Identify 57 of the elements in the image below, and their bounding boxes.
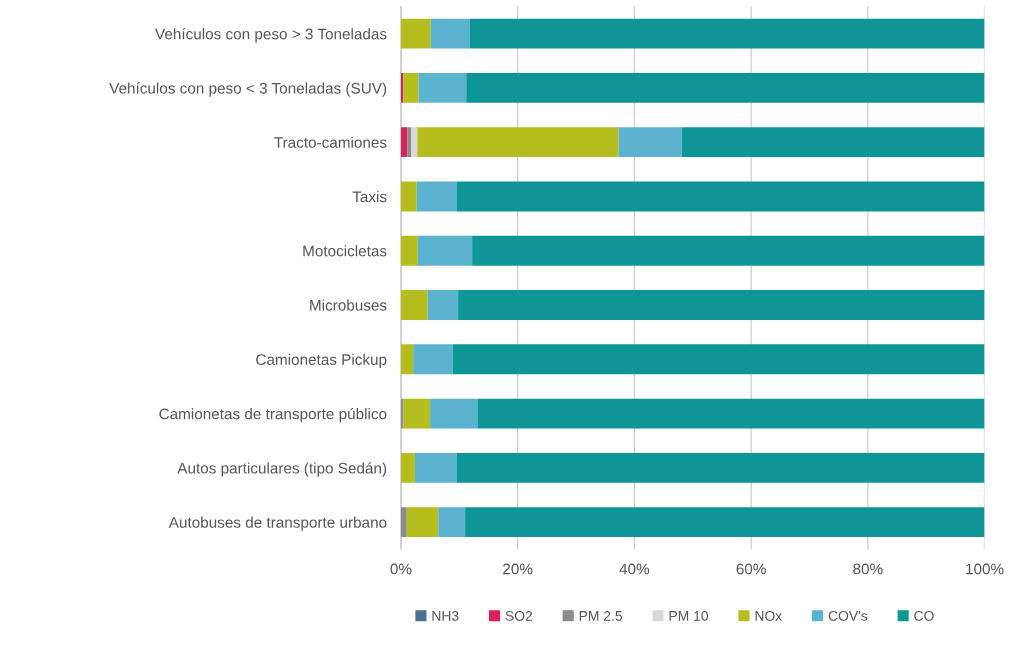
y-tick-label: Autobuses de transporte urbano [168,516,387,531]
bar [406,507,439,538]
bar [469,18,985,49]
bar [403,72,419,103]
y-tick-label: Autos particulares (tipo Sedán) [177,462,387,477]
x-tick-label: 20% [503,563,533,575]
bar [407,127,412,158]
bar [466,72,985,103]
bar [414,452,457,483]
bar [681,127,985,158]
y-tick-label: Microbuses [310,299,387,311]
y-tick-label: Camionetas Pickup [256,353,387,368]
bar [458,290,985,320]
bar [416,181,457,212]
y-tick-label: Vehículos con peso < 3 Toneladas (SUV) [109,82,387,97]
bar [456,181,985,212]
y-tick-label: Tracto-camiones [274,136,387,148]
bar [417,235,473,266]
legend-label: PM 2.5 [579,610,623,621]
bar [430,398,478,429]
bar [465,507,985,538]
legend-label: PM 10 [669,610,709,621]
y-tick-label: Taxis [352,190,387,203]
bar [438,507,466,538]
bar [400,507,407,538]
x-tick-label: 60% [736,563,766,575]
bar [400,290,428,320]
legend-label: SO2 [505,610,533,621]
bar [456,452,985,483]
y-tick-label: Camionetas de transporte público [159,407,387,423]
bar [417,127,619,158]
bar [403,398,431,429]
bar [427,290,459,320]
bar [618,127,682,158]
bar [400,452,415,483]
legend-label: NOx [755,610,783,621]
bar [400,344,414,375]
bar [430,18,470,49]
bar [472,235,985,266]
bar [400,235,418,266]
bar [411,127,418,158]
bar [400,181,417,212]
bar [413,344,453,375]
x-tick-label: 100% [966,563,1004,575]
bar [418,72,467,103]
legend-label: COV's [828,610,868,621]
x-tick-label: 80% [853,563,883,575]
y-tick-label: Motocicletas [303,245,387,257]
y-tick-label: Vehículos con peso > 3 Toneladas [155,28,387,43]
bar [452,344,985,375]
bar [400,18,431,49]
bar [477,398,985,429]
bar [400,127,408,158]
legend-label: NH3 [432,610,459,621]
x-tick-label: 40% [619,563,650,575]
x-tick-label: 0% [390,563,412,575]
legend-label: CO [914,610,934,621]
